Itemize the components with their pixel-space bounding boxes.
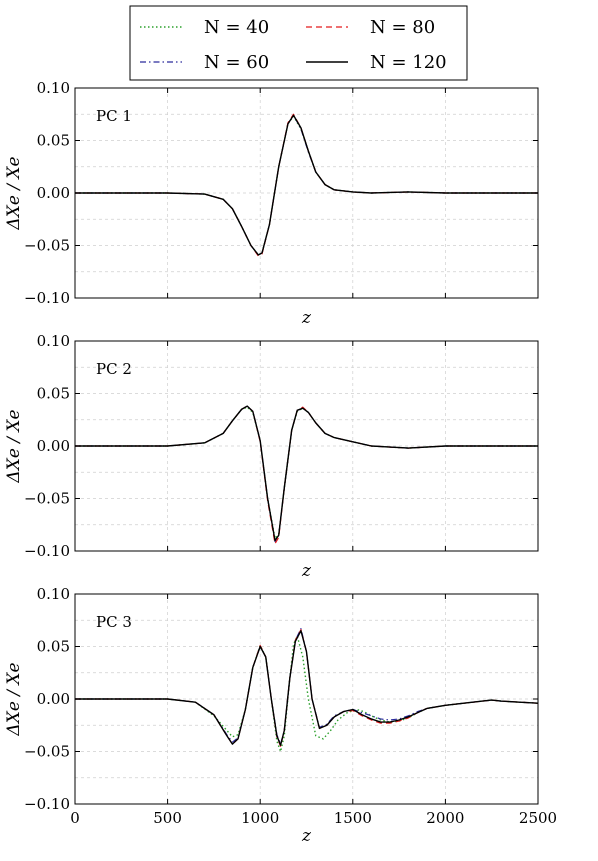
series-line-n60 <box>75 405 538 543</box>
panel-label: PC 1 <box>96 107 132 125</box>
legend-frame <box>129 5 468 81</box>
y-tick-label: −0.05 <box>24 237 70 255</box>
x-axis-label: z <box>301 308 312 328</box>
panel-2: 0.10 0.05 0.00 −0.05 −0.10 PC 2 z ΔXe / Xe <box>4 332 539 581</box>
x-axis-label: z <box>301 561 312 581</box>
y-tick-label: 0.00 <box>37 690 70 708</box>
y-axis-label: ΔXe / Xe <box>4 409 24 483</box>
y-tick-label: 0.10 <box>37 332 70 350</box>
y-axis-label: ΔXe / Xe <box>4 156 24 230</box>
legend-entry-label: N = 120 <box>370 52 447 73</box>
panel-3: 0.10 0.05 0.00 −0.05 −0.100 500 1000 1500 2000 25… <box>4 585 557 846</box>
x-tick-label: 1000 <box>241 809 279 827</box>
y-tick-label: 0.05 <box>37 132 70 150</box>
x-tick-label: 2500 <box>519 809 557 827</box>
legend-entry-label: N = 60 <box>204 52 269 73</box>
y-tick-label: 0.05 <box>37 385 70 403</box>
y-tick-label: 0.05 <box>37 638 70 656</box>
series-line-n80 <box>75 405 538 545</box>
x-tick-label: 1500 <box>334 809 372 827</box>
series-line-n40 <box>75 406 538 540</box>
x-tick-label: 0 <box>70 809 80 827</box>
legend: N = 40 N = 80 N = 60 N = 120 <box>129 5 468 81</box>
legend-entry-label: N = 40 <box>204 17 269 38</box>
y-tick-label: −0.05 <box>24 743 70 761</box>
y-tick-label: −0.10 <box>24 795 70 813</box>
y-tick-label: 0.00 <box>37 437 70 455</box>
y-tick-label: 0.10 <box>37 79 70 97</box>
y-tick-label: −0.05 <box>24 490 70 508</box>
legend-entry-label: N = 80 <box>370 17 435 38</box>
series-line-n120 <box>75 114 538 256</box>
y-tick-label: −0.10 <box>24 289 70 307</box>
series-line-n60 <box>75 114 538 256</box>
y-axis-label: ΔXe / Xe <box>4 662 24 736</box>
x-tick-label: 500 <box>153 809 182 827</box>
series-line-n80 <box>75 113 538 257</box>
x-axis-label: z <box>301 826 312 846</box>
series-line-n60 <box>75 628 539 745</box>
y-tick-label: 0.10 <box>37 585 70 603</box>
series-line-n40 <box>75 115 538 256</box>
panel-label: PC 3 <box>96 613 132 631</box>
series-line-n120 <box>75 405 538 542</box>
panel-1: 0.10 0.05 0.00 −0.05 −0.10 PC 1 z ΔXe / Xe <box>4 79 539 328</box>
x-tick-label: 2000 <box>426 809 464 827</box>
series-line-n120 <box>75 630 539 746</box>
y-tick-label: 0.00 <box>37 184 70 202</box>
panel-label: PC 2 <box>96 360 132 378</box>
y-tick-label: −0.10 <box>24 542 70 560</box>
